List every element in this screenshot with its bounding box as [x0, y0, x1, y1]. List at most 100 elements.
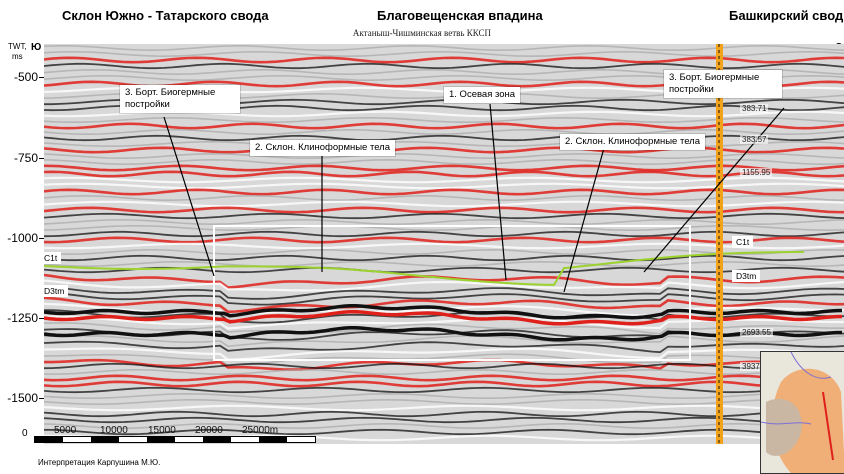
seismic-reflector: [44, 51, 844, 58]
seismic-reflector: [44, 260, 844, 268]
seismic-reflector: [44, 398, 844, 406]
seismic-reflector: [44, 347, 844, 361]
seismic-reflector: [44, 404, 844, 412]
interpretation-box: [213, 225, 691, 361]
well-label: 1155.95: [740, 168, 773, 177]
callout-line: 3. Борт. Биогермные: [125, 87, 216, 98]
callout-leader-line: [489, 103, 507, 281]
seismic-reflector: [44, 224, 844, 232]
seismic-reflector: [44, 56, 844, 64]
seismic-reflector: [44, 116, 844, 124]
callout-leader-line: [163, 116, 215, 277]
callout-axial-zone: 1. Осевая зона: [444, 87, 521, 103]
horizon-d3tm-left: D3tm: [40, 285, 69, 297]
seismic-reflector: [44, 122, 844, 130]
seismic-reflector: [44, 285, 844, 300]
scale-bar: [34, 436, 316, 443]
ytick-mark: [39, 398, 44, 399]
seismic-reflector: [44, 340, 844, 354]
seismic-reflector: [44, 334, 844, 348]
seismic-reflector: [44, 368, 844, 376]
main-reflector: [44, 326, 843, 342]
scale-label: 20000: [195, 425, 223, 436]
seismic-reflector: [44, 146, 844, 154]
scale-label: 25000m: [242, 425, 279, 436]
well-label: 383.57: [740, 135, 769, 144]
seismic-reflector: [44, 422, 844, 430]
seismic-reflector: [44, 188, 844, 196]
callout-bort-left: 3. Борт. Биогермные постройки: [120, 85, 240, 113]
scale-label: 10000: [100, 425, 128, 436]
ytick-mark: [39, 77, 44, 78]
callout-bort-right: 3. Борт. Биогермные постройки: [664, 70, 782, 98]
seismic-reflector: [44, 230, 844, 238]
seismic-reflector: [44, 428, 844, 436]
left-region-title: Склон Южно - Татарского свода: [62, 8, 269, 23]
seismic-reflector: [44, 242, 844, 250]
seismic-reflector: [44, 380, 844, 388]
main-reflector: [44, 304, 843, 320]
ytick-mark: [39, 318, 44, 319]
seismic-reflector: [44, 236, 844, 244]
interpretation-credit: Интерпретация Карпушина М.Ю.: [38, 458, 161, 467]
well-label: 383.71: [740, 104, 769, 113]
well-label: 3937: [740, 362, 762, 371]
scale-label: 15000: [148, 425, 176, 436]
seismic-reflector: [44, 44, 844, 52]
seismic-reflector: [44, 218, 844, 226]
seismic-reflector: [44, 62, 844, 70]
scale-label: 5000: [54, 425, 77, 436]
axis-unit-twt: TWT,: [8, 42, 27, 51]
seismic-reflector: [44, 291, 844, 306]
horizon-c1t-left: C1t: [40, 252, 62, 264]
seismic-reflector: [44, 140, 844, 148]
seismic-reflector: [44, 416, 844, 424]
horizon-d3tm-right: D3tm: [732, 270, 761, 282]
seismic-reflector: [44, 362, 844, 370]
ytick-mark: [39, 158, 44, 159]
seismic-reflector: [44, 134, 844, 142]
seismic-reflector: [44, 279, 844, 292]
location-map: [761, 352, 844, 473]
seismic-reflector: [44, 182, 844, 190]
seismic-reflector: [44, 194, 844, 202]
profile-subtitle: Актаныш-Чишминская ветвь ККСП: [352, 28, 492, 38]
well-label: 2693.55: [740, 328, 773, 337]
callout-slope-right: 2. Склон. Клиноформные тела: [560, 134, 706, 150]
callout-leader-line: [563, 147, 605, 293]
axis-unit-ms: ms: [12, 52, 23, 61]
seismic-reflector: [44, 206, 844, 214]
callout-line: постройки: [669, 84, 714, 95]
seismic-reflector: [44, 129, 844, 136]
well-log: [716, 44, 723, 444]
seismic-reflector: [44, 200, 844, 208]
ytick-750: -750: [13, 151, 38, 165]
location-map-inset: [760, 351, 844, 474]
seismic-reflector: [44, 176, 844, 184]
seismic-reflector: [44, 322, 844, 335]
seismic-reflector: [44, 386, 844, 394]
seismic-reflector: [44, 152, 844, 159]
seismic-reflector: [44, 164, 844, 172]
seismic-reflector: [44, 392, 844, 400]
south-label: Ю: [31, 42, 42, 53]
main-reflector: [44, 310, 843, 326]
ytick-mark: [39, 238, 44, 239]
seismic-reflector: [44, 374, 844, 382]
ytick-500: -500: [13, 70, 38, 84]
seismic-reflector: [44, 212, 844, 220]
right-region-title: Башкирский свод: [729, 8, 844, 23]
callout-line: 3. Борт. Биогермные: [669, 72, 760, 83]
seismic-reflector: [44, 170, 844, 178]
callout-line: постройки: [125, 99, 170, 110]
ytick-1500: -1500: [7, 391, 38, 405]
ytick-1250: -1250: [7, 311, 38, 325]
seismic-reflector: [44, 410, 844, 418]
scale-zero: 0: [22, 428, 28, 439]
seismic-reflector: [44, 353, 844, 367]
callout-slope-left: 2. Склон. Клиноформные тела: [250, 140, 396, 156]
ytick-1000: -1000: [7, 231, 38, 245]
center-region-title: Благовещенская впадина: [377, 8, 543, 23]
c1t-horizon-line: [44, 250, 805, 286]
seismic-reflector: [44, 254, 844, 262]
